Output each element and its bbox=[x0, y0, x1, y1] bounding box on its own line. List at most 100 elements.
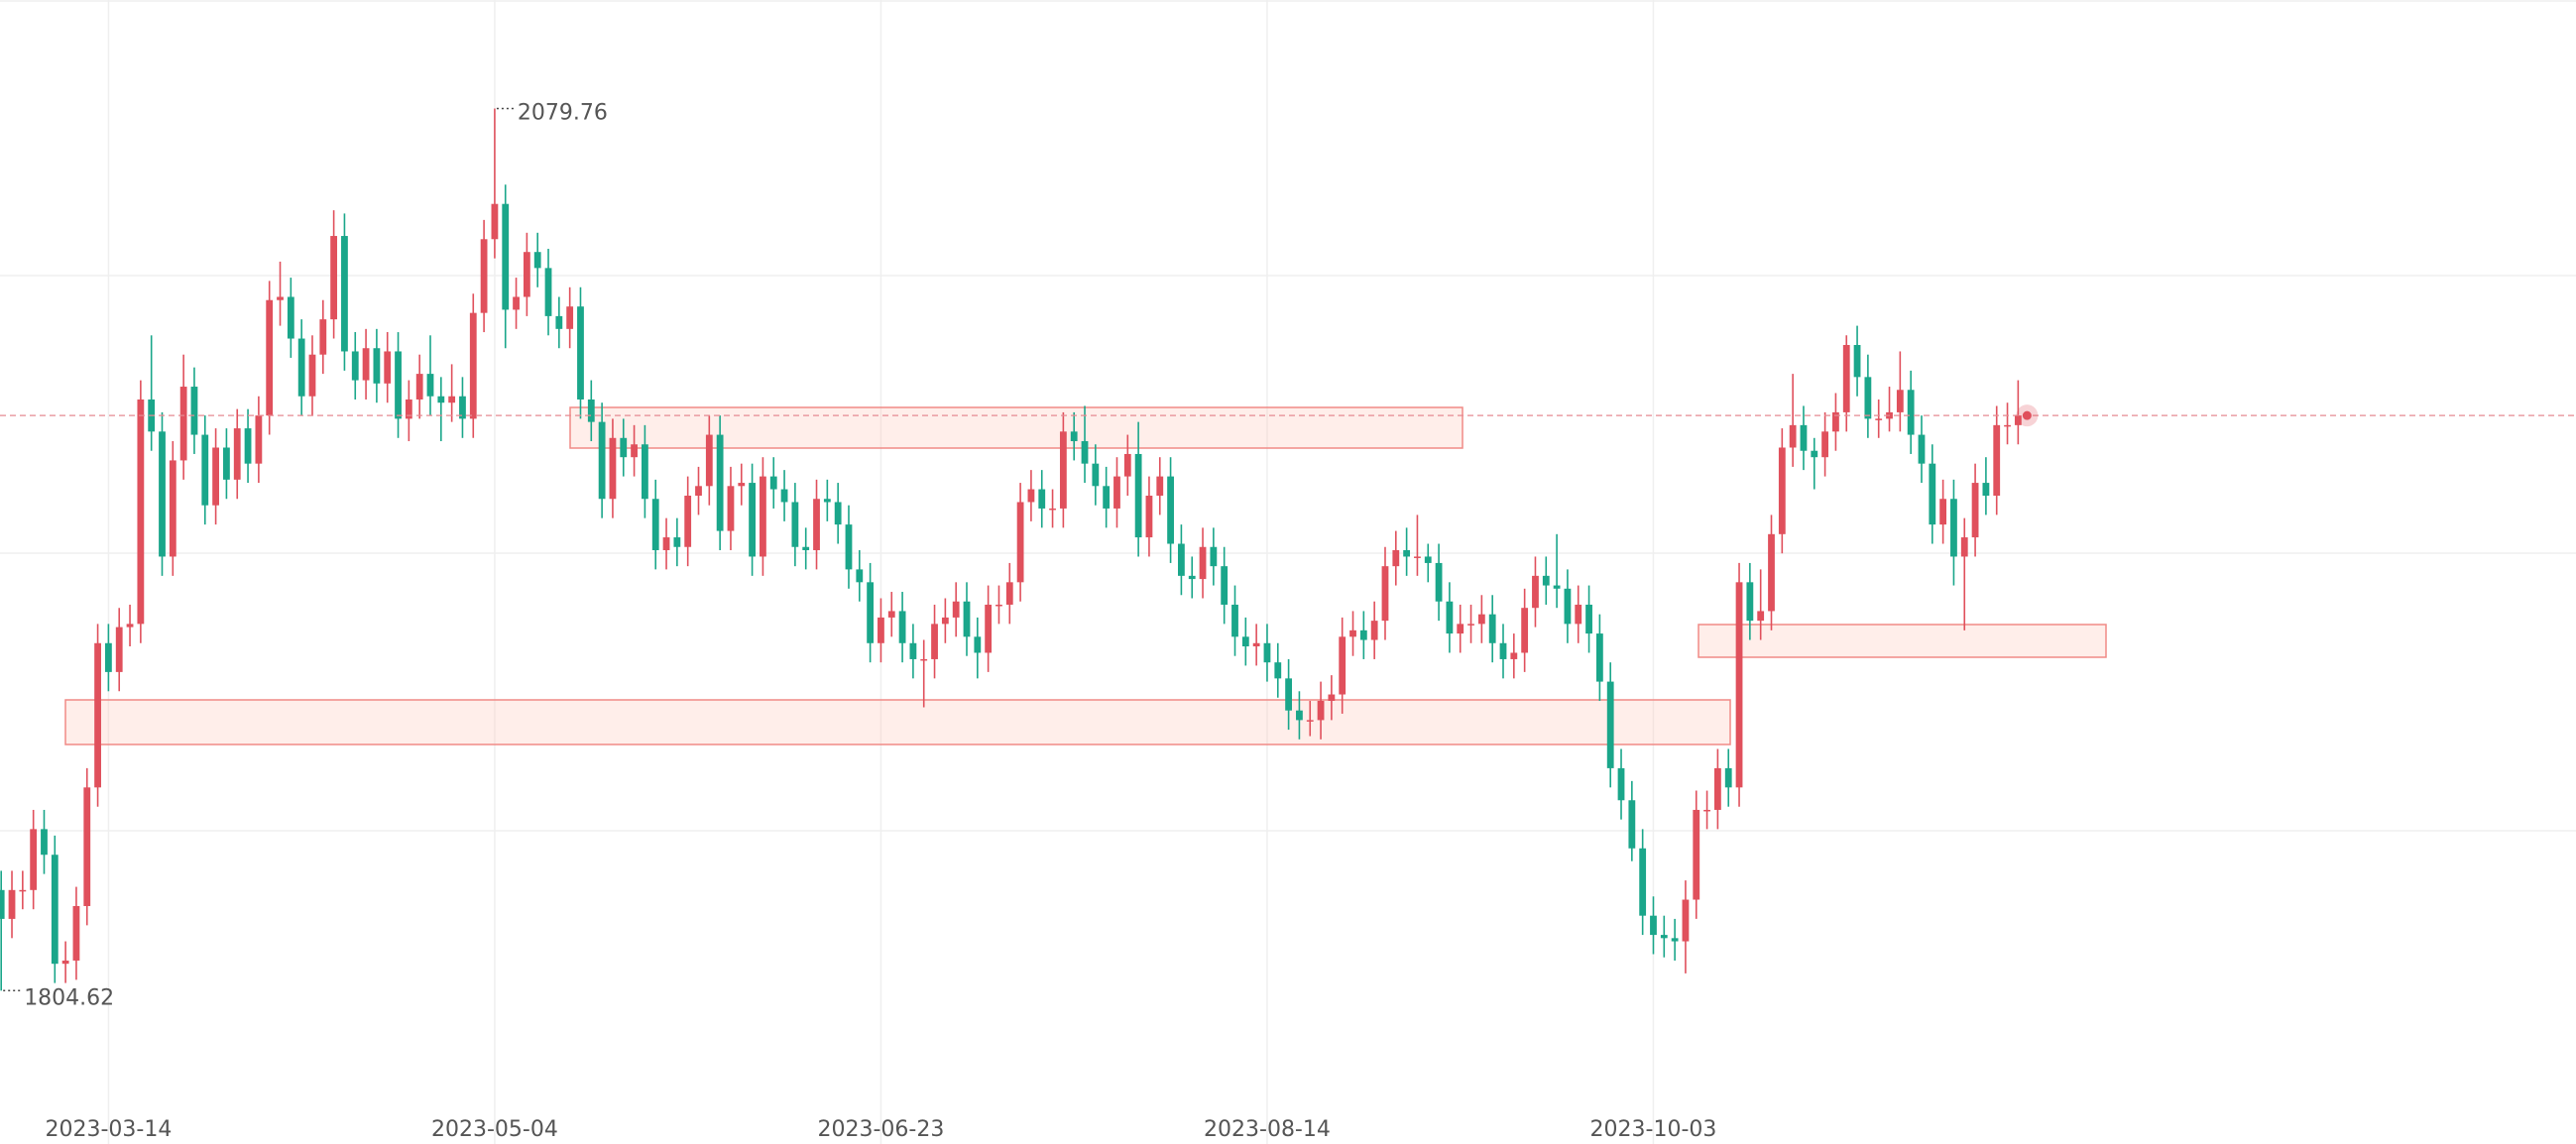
candle-body bbox=[105, 642, 112, 672]
candle-body bbox=[577, 306, 584, 400]
x-tick-label: 2023-10-03 bbox=[1590, 1117, 1717, 1142]
candle-body bbox=[1339, 636, 1347, 695]
candle-body bbox=[223, 447, 230, 480]
candle-body bbox=[1446, 601, 1454, 634]
candle-body bbox=[126, 624, 134, 628]
candle-body bbox=[1907, 390, 1915, 435]
candle-body bbox=[1210, 546, 1218, 567]
candle-body bbox=[2004, 424, 2011, 427]
candle-body bbox=[952, 601, 960, 618]
candle-body bbox=[1070, 431, 1078, 442]
candle-body bbox=[631, 444, 638, 458]
candle-body bbox=[1918, 434, 1926, 464]
candle-body bbox=[255, 415, 263, 464]
candle-body bbox=[1585, 604, 1592, 634]
candle-body bbox=[1842, 344, 1850, 412]
candle-body bbox=[1274, 662, 1282, 679]
candle-body bbox=[83, 787, 91, 906]
candle-body bbox=[995, 604, 1002, 607]
candle-body bbox=[909, 642, 917, 659]
candle-body bbox=[760, 476, 766, 557]
candle-body bbox=[1188, 575, 1196, 580]
candle-body bbox=[1092, 463, 1100, 487]
candle-body bbox=[1671, 938, 1679, 942]
candle-body bbox=[1488, 614, 1496, 643]
candle-body bbox=[620, 437, 628, 458]
last-price-dot bbox=[2022, 410, 2032, 420]
candle-body bbox=[598, 421, 606, 500]
candle-body bbox=[30, 829, 38, 890]
candle-body bbox=[1789, 424, 1797, 448]
candle-body bbox=[705, 434, 713, 487]
candle-body bbox=[51, 855, 59, 965]
candle-body bbox=[72, 905, 80, 961]
candle-body bbox=[1982, 483, 1990, 497]
candle-body bbox=[1757, 611, 1765, 622]
candle-body bbox=[94, 642, 101, 788]
candle-body bbox=[395, 351, 402, 419]
candle-body bbox=[651, 499, 659, 550]
candle-body bbox=[1403, 549, 1411, 557]
x-tick-label: 2023-06-23 bbox=[818, 1117, 945, 1142]
candle-body bbox=[1960, 537, 1968, 557]
candle-body bbox=[1016, 502, 1024, 583]
candle-body bbox=[448, 396, 456, 403]
candle-body bbox=[1939, 499, 1947, 525]
candle-body bbox=[373, 348, 381, 384]
candle-body bbox=[1800, 424, 1808, 451]
candle-body bbox=[341, 236, 348, 352]
candle-body bbox=[1081, 441, 1089, 464]
candle-body bbox=[415, 374, 423, 400]
candle-body bbox=[1049, 508, 1056, 511]
candle-body bbox=[1606, 681, 1614, 768]
candle-body bbox=[1660, 935, 1668, 939]
candle-body bbox=[533, 252, 541, 269]
candles bbox=[0, 108, 2022, 991]
candle-body bbox=[405, 399, 412, 419]
candle-body bbox=[555, 315, 563, 329]
candle-body bbox=[1703, 809, 1710, 812]
candle-body bbox=[1993, 424, 2001, 497]
candle-body bbox=[1564, 588, 1572, 625]
candle-body bbox=[566, 306, 574, 329]
candle-body bbox=[642, 444, 648, 500]
candle-body bbox=[898, 611, 906, 643]
candle-body bbox=[1221, 566, 1229, 605]
candle-body bbox=[1167, 476, 1174, 544]
candle-body bbox=[1424, 556, 1432, 563]
candle-body bbox=[1595, 633, 1603, 682]
candle-body bbox=[1241, 636, 1249, 647]
candle-body bbox=[1971, 483, 1979, 538]
candle-body bbox=[1306, 720, 1314, 722]
candle-body bbox=[212, 447, 219, 506]
candle-body bbox=[459, 396, 466, 419]
candle-body bbox=[115, 627, 123, 672]
candle-body bbox=[1231, 604, 1238, 637]
candle-body bbox=[587, 399, 595, 422]
candle-body bbox=[513, 296, 520, 310]
candle-body bbox=[1682, 899, 1690, 942]
candle-body bbox=[1296, 710, 1303, 721]
candle-body bbox=[1199, 546, 1207, 580]
candle-body bbox=[749, 483, 756, 557]
candle-body bbox=[1746, 582, 1754, 622]
candle-body bbox=[8, 889, 16, 919]
candle-body bbox=[190, 387, 198, 435]
candle-body bbox=[502, 203, 510, 310]
candle-body bbox=[244, 428, 252, 464]
candle-body bbox=[931, 624, 938, 659]
candle-body bbox=[856, 569, 864, 583]
candle-body bbox=[1650, 915, 1657, 936]
candle-body bbox=[1038, 489, 1046, 509]
candle-body bbox=[1521, 608, 1529, 653]
x-tick-label: 2023-08-14 bbox=[1204, 1117, 1331, 1142]
candle-body bbox=[813, 499, 820, 550]
candle-body bbox=[974, 636, 982, 653]
candle-body bbox=[1134, 453, 1142, 538]
candle-body bbox=[1113, 476, 1120, 509]
candle-body bbox=[308, 354, 316, 397]
candle-body bbox=[963, 601, 971, 637]
candle-body bbox=[1252, 642, 1260, 647]
candle-body bbox=[277, 296, 284, 300]
